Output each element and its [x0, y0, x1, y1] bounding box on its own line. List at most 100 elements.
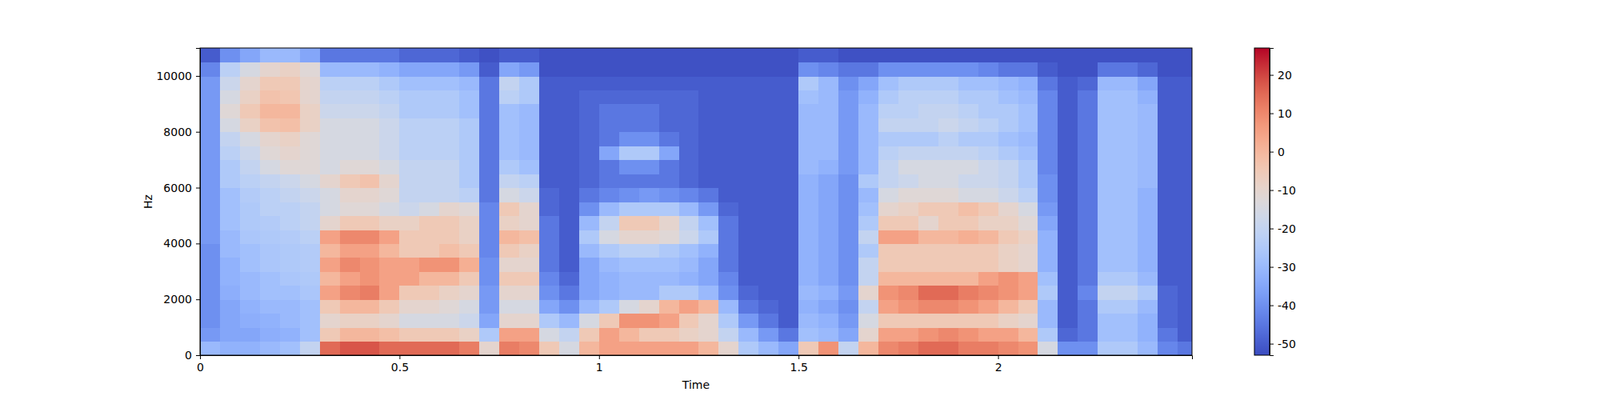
cell — [599, 188, 620, 203]
cell — [240, 48, 261, 63]
cell — [778, 215, 800, 230]
cell — [918, 299, 940, 314]
cell — [918, 173, 940, 188]
cell — [439, 285, 460, 300]
cell — [978, 117, 1000, 132]
cell — [938, 271, 960, 286]
cell — [878, 201, 900, 216]
cell — [320, 215, 341, 230]
cell — [599, 76, 620, 91]
cell — [798, 215, 820, 230]
cell — [1057, 229, 1079, 244]
cell — [300, 89, 321, 104]
cell — [639, 76, 660, 91]
cell — [1117, 341, 1139, 356]
cell — [519, 132, 540, 147]
cell — [798, 327, 820, 342]
cell — [1157, 160, 1179, 175]
cell — [499, 145, 520, 160]
cell — [439, 299, 460, 314]
cell — [1117, 243, 1139, 258]
cell — [778, 117, 800, 132]
cell — [978, 76, 1000, 91]
cell — [938, 188, 960, 203]
cell — [220, 188, 241, 203]
cell — [818, 327, 840, 342]
cell — [838, 104, 860, 119]
cell — [419, 215, 440, 230]
tick-label: -30 — [1277, 260, 1296, 274]
cell — [878, 299, 900, 314]
cell — [958, 215, 980, 230]
tick-mark — [196, 76, 200, 77]
cell — [1097, 285, 1119, 300]
cell — [459, 243, 480, 258]
cell — [838, 215, 860, 230]
cell — [519, 243, 540, 258]
cell — [1117, 61, 1139, 76]
cell — [499, 313, 520, 328]
cell — [1037, 117, 1059, 132]
cell — [938, 243, 960, 258]
cell — [220, 160, 241, 175]
cell — [300, 201, 321, 216]
cell — [818, 188, 840, 203]
cell — [958, 201, 980, 216]
y-axis: 0200040006000800010000 — [156, 48, 200, 362]
cell — [1057, 117, 1079, 132]
cell — [1137, 117, 1159, 132]
cell — [998, 104, 1020, 119]
cell — [898, 89, 920, 104]
cell — [200, 215, 221, 230]
tick: 0 — [184, 348, 200, 362]
cell — [240, 341, 261, 356]
cell — [1177, 145, 1192, 160]
cell — [778, 271, 800, 286]
cell — [220, 104, 241, 119]
cell — [519, 285, 540, 300]
cell — [260, 313, 281, 328]
cell — [499, 48, 520, 63]
tick-label: 6000 — [163, 181, 192, 195]
cell — [360, 299, 381, 314]
cell — [280, 313, 301, 328]
cell — [1157, 229, 1179, 244]
cell — [958, 188, 980, 203]
cell — [300, 48, 321, 63]
cell — [1157, 76, 1179, 91]
cell — [818, 201, 840, 216]
cell — [998, 160, 1020, 175]
cell — [240, 76, 261, 91]
cell — [579, 243, 600, 258]
cell — [379, 89, 400, 104]
cell — [918, 243, 940, 258]
cell — [798, 117, 820, 132]
cell — [1117, 160, 1139, 175]
cell — [1177, 104, 1192, 119]
cell — [360, 215, 381, 230]
cell — [758, 188, 780, 203]
cell — [958, 341, 980, 356]
cell — [619, 104, 640, 119]
cell — [1157, 215, 1179, 230]
cell — [898, 76, 920, 91]
cell — [639, 327, 660, 342]
cell — [1177, 117, 1192, 132]
cell — [758, 104, 780, 119]
cell — [698, 257, 720, 272]
cell — [419, 201, 440, 216]
cell — [439, 117, 460, 132]
cell — [260, 257, 281, 272]
cell — [379, 201, 400, 216]
cell — [439, 61, 460, 76]
cell — [360, 257, 381, 272]
cell — [599, 215, 620, 230]
cell — [559, 215, 580, 230]
cell — [360, 117, 381, 132]
cell — [459, 48, 480, 63]
cell — [818, 89, 840, 104]
cell — [599, 327, 620, 342]
cell — [758, 271, 780, 286]
cell — [499, 271, 520, 286]
cell — [220, 117, 241, 132]
